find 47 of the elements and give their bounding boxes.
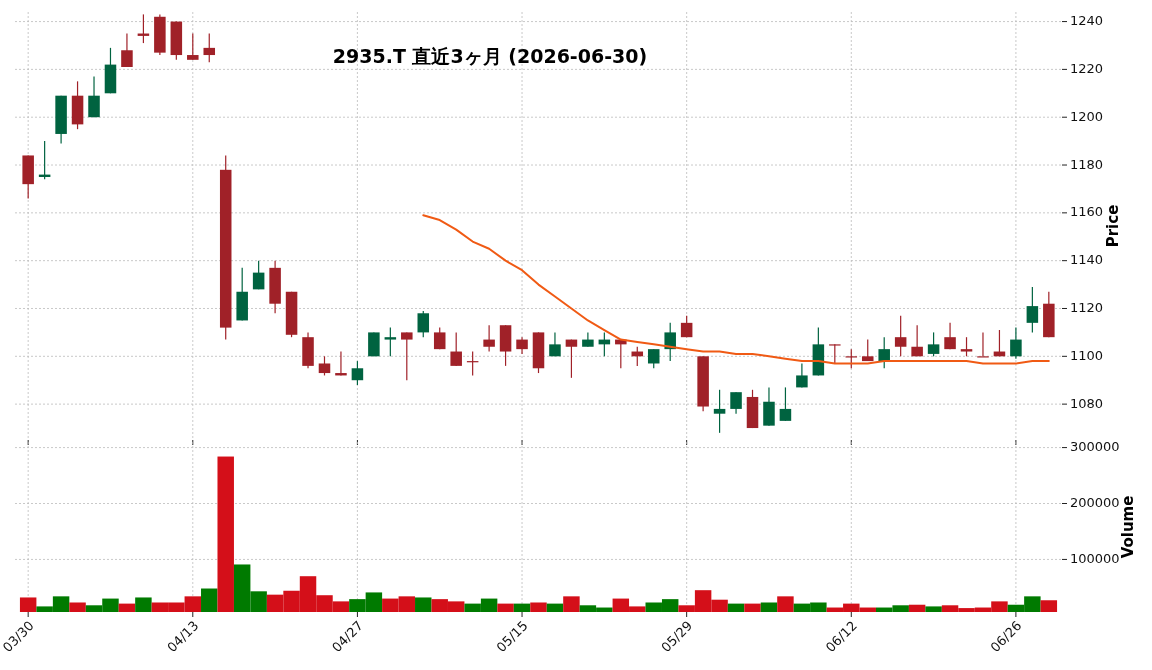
candlestick: [878, 336, 890, 369]
y-tick-label: 1100: [1070, 347, 1104, 363]
candlestick: [582, 331, 594, 348]
y-tick-label: 100000: [1070, 550, 1120, 566]
y-axis-title: Price: [1104, 204, 1122, 248]
y-tick-label: 300000: [1070, 439, 1120, 455]
candlestick: [121, 32, 133, 68]
candlestick: [960, 336, 973, 357]
candlestick: [713, 389, 726, 434]
candlestick: [401, 331, 413, 381]
candlestick: [1010, 327, 1022, 360]
candlestick: [763, 386, 775, 427]
line-series: [422, 214, 1050, 365]
candlestick: [730, 391, 742, 415]
y-tick-label: 1220: [1070, 60, 1104, 76]
candlestick: [779, 386, 792, 422]
y-tick-label: 1240: [1070, 13, 1104, 29]
candlestick: [911, 324, 923, 357]
candlestick: [351, 360, 364, 386]
candlestick: [483, 324, 495, 353]
candlestick: [1026, 286, 1039, 333]
candlestick: [664, 322, 676, 362]
y-tick-label: 1160: [1070, 204, 1104, 220]
candlestick: [894, 315, 907, 357]
y-tick-label: 1200: [1070, 108, 1104, 124]
candlestick: [450, 331, 462, 367]
candlestick: [927, 331, 940, 357]
y-axis-title: Volume: [1119, 495, 1137, 559]
candlestick: [417, 310, 430, 338]
candlestick: [384, 327, 397, 357]
y-tick-label: 1140: [1070, 252, 1104, 268]
y-tick-label: 1080: [1070, 395, 1104, 411]
candlestick: [187, 32, 199, 61]
y-tick-label: 1120: [1070, 299, 1104, 315]
candlestick: [318, 355, 331, 377]
text: 2935.T 直近3ヶ月 (2026-06-30): [332, 45, 648, 67]
candlestick: [252, 260, 265, 290]
candlestick: [977, 331, 989, 358]
candlestick: [944, 322, 956, 350]
y-tick-label: 200000: [1070, 495, 1120, 511]
candlestick: [829, 343, 841, 365]
candlestick: [647, 348, 660, 369]
candlestick: [88, 75, 100, 118]
y-tick-label: 1180: [1070, 156, 1104, 172]
candlestick: [845, 348, 858, 369]
candlestick: [565, 338, 578, 379]
candlestick: [203, 32, 216, 63]
